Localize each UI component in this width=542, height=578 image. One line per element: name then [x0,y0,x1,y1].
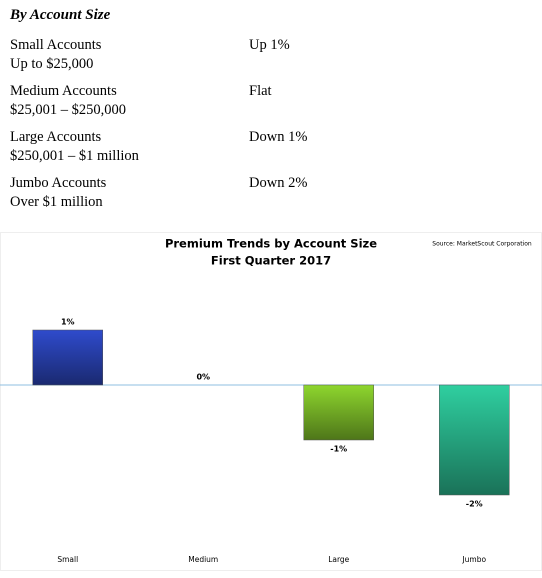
x-tick-label: Large [328,555,349,564]
account-range: $25,001 – $250,000 [10,102,126,118]
chart-subtitle: First Quarter 2017 [211,254,331,268]
chart-title: Premium Trends by Account Size [165,237,377,251]
section-heading: By Account Size [10,7,111,23]
account-name: Small Accounts [10,37,102,53]
value-label: -2% [466,500,483,509]
bar [303,384,374,441]
value-label: 1% [61,318,75,327]
account-range: Over $1 million [10,194,103,210]
value-label: -1% [330,445,347,454]
account-name: Medium Accounts [10,83,117,99]
chart: Premium Trends by Account Size First Qua… [0,232,542,571]
account-trend: Flat [249,83,272,99]
account-trend: Up 1% [249,37,290,53]
account-name: Large Accounts [10,129,102,145]
value-label: 0% [196,373,210,382]
account-trend: Down 1% [249,129,308,145]
x-tick-label: Small [57,555,78,564]
chart-source: Source: MarketScout Corporation [432,241,532,248]
x-tick-label: Medium [188,555,218,564]
account-name: Jumbo Accounts [10,175,107,191]
x-tick-label: Jumbo [461,555,486,564]
account-range: Up to $25,000 [10,56,94,72]
bar [439,384,510,496]
account-trend: Down 2% [249,175,308,191]
account-range: $250,001 – $1 million [10,148,139,164]
bar [32,329,103,386]
